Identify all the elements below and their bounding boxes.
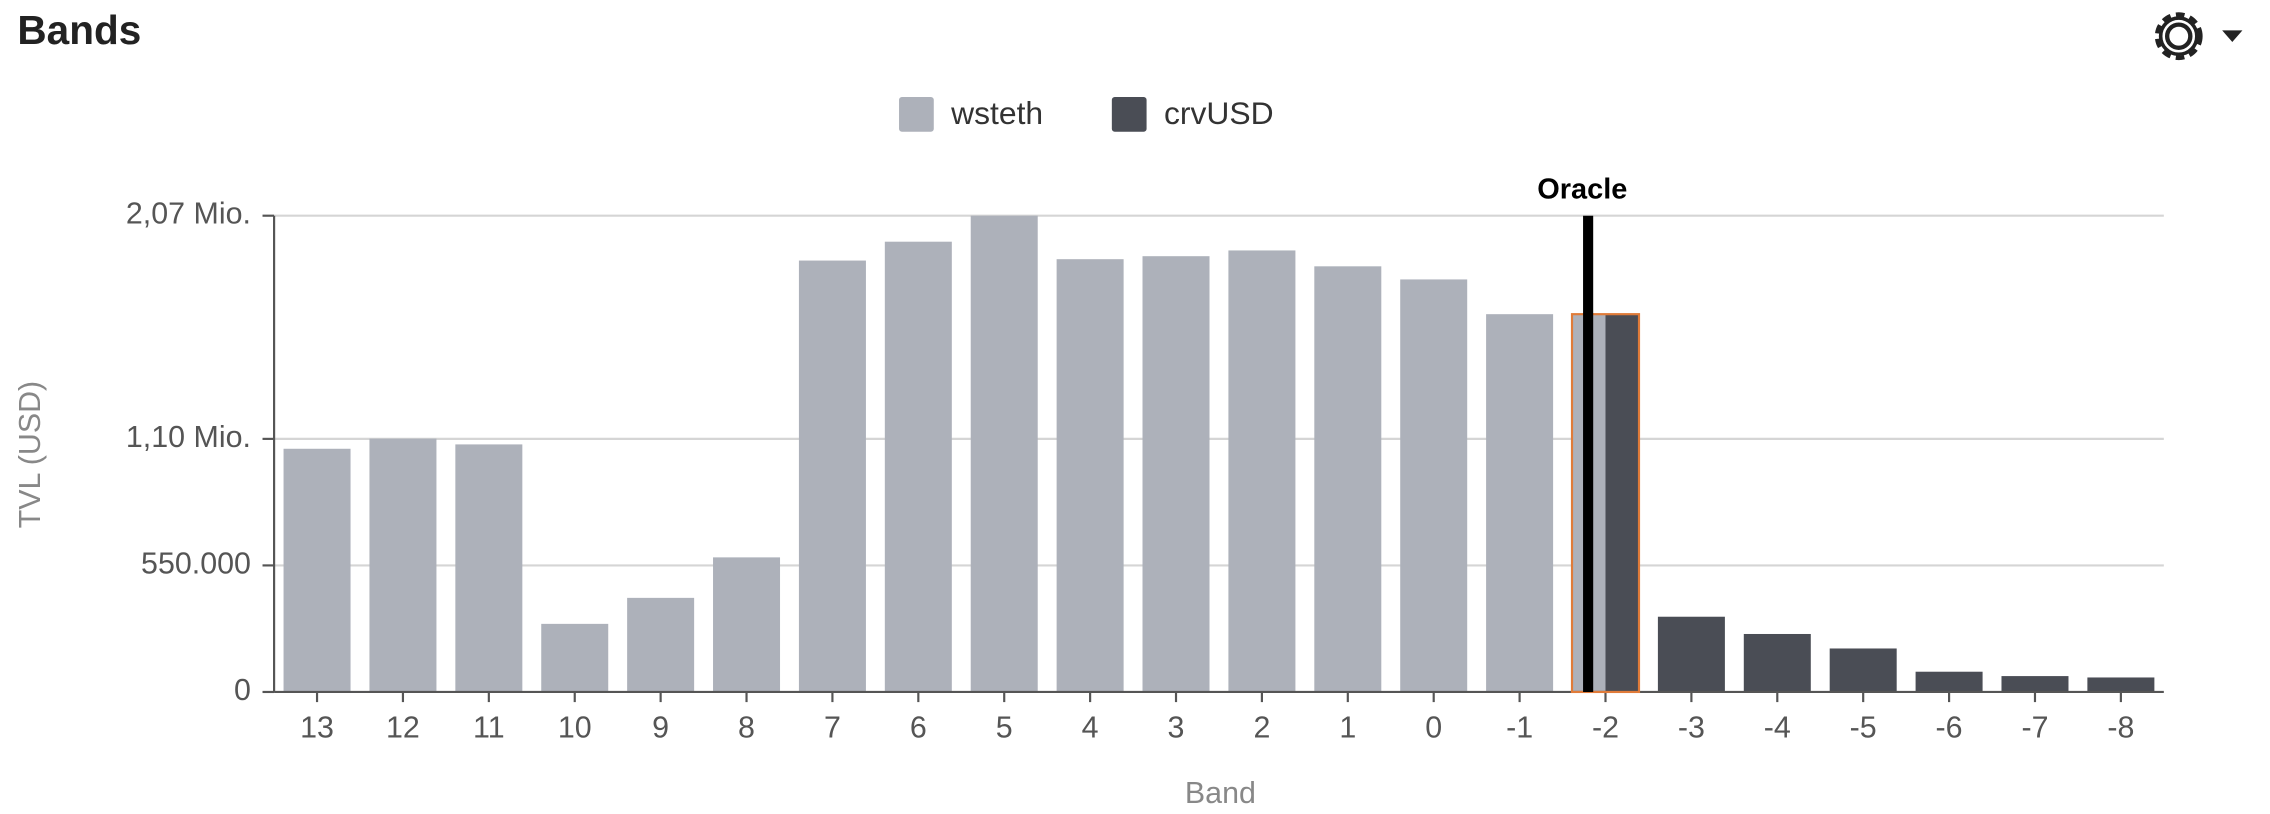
chart-title: Bands bbox=[17, 7, 141, 53]
x-tick-label: 4 bbox=[1082, 711, 1099, 745]
legend: wsteth crvUSD bbox=[899, 95, 1274, 132]
bar bbox=[1056, 259, 1124, 692]
gear-hole bbox=[2164, 22, 2193, 50]
x-tick-label: -1 bbox=[1506, 711, 1533, 745]
x-tick-label: -7 bbox=[2021, 711, 2048, 745]
bar bbox=[1605, 314, 1639, 692]
bar bbox=[1486, 314, 1554, 692]
bar bbox=[798, 260, 866, 692]
x-tick-label: -6 bbox=[1936, 711, 1963, 745]
legend-swatch bbox=[1111, 96, 1147, 132]
x-tick-label: 8 bbox=[738, 711, 755, 745]
bar bbox=[2001, 676, 2069, 692]
bar bbox=[283, 448, 351, 692]
bar bbox=[1400, 279, 1468, 692]
x-tick-label: 6 bbox=[910, 711, 927, 745]
x-tick-label: 3 bbox=[1168, 711, 1185, 745]
settings-button[interactable] bbox=[2154, 12, 2243, 61]
x-axis-label: Band bbox=[1185, 776, 1256, 810]
bar bbox=[1314, 266, 1382, 692]
bar bbox=[1142, 256, 1210, 692]
bar bbox=[970, 215, 1038, 692]
y-tick-label: 1,10 Mio. bbox=[126, 420, 251, 454]
x-tick-label: -8 bbox=[2107, 711, 2134, 745]
bar bbox=[1228, 250, 1296, 692]
y-tick-label: 2,07 Mio. bbox=[126, 197, 251, 231]
x-tick-label: -4 bbox=[1764, 711, 1791, 745]
x-tick-label: 9 bbox=[652, 711, 669, 745]
y-axis-label: TVL (USD) bbox=[13, 381, 47, 528]
x-tick-label: 11 bbox=[473, 711, 505, 745]
x-tick-label: 10 bbox=[558, 711, 592, 745]
x-tick-label: 12 bbox=[386, 711, 420, 745]
gear-teeth bbox=[2154, 12, 2203, 61]
bar bbox=[455, 444, 523, 692]
x-tick-label: 5 bbox=[996, 711, 1013, 745]
x-tick-label: 7 bbox=[824, 711, 841, 745]
bar bbox=[1743, 633, 1811, 692]
bar bbox=[713, 557, 781, 692]
x-tick-label: -5 bbox=[1850, 711, 1877, 745]
legend-swatch bbox=[899, 96, 934, 132]
x-tick-label: 2 bbox=[1253, 711, 1270, 745]
legend-label: crvUSD bbox=[1164, 95, 1274, 131]
x-tick-label: 1 bbox=[1339, 711, 1356, 745]
dropdown-arrow bbox=[2222, 30, 2243, 42]
x-tick-label: -2 bbox=[1592, 711, 1619, 745]
oracle-label: Oracle bbox=[1537, 174, 1627, 206]
gear-body bbox=[2158, 16, 2199, 57]
y-tick-label: 550.000 bbox=[141, 546, 251, 580]
y-tick-label: 0 bbox=[234, 673, 251, 707]
bar bbox=[369, 438, 437, 692]
legend-label: wsteth bbox=[950, 95, 1043, 131]
bar bbox=[1829, 648, 1897, 692]
oracle-band-highlight bbox=[1570, 313, 1641, 694]
bar bbox=[1915, 671, 1983, 692]
x-tick-label: -3 bbox=[1678, 711, 1705, 745]
bar bbox=[2087, 677, 2155, 692]
bar bbox=[627, 597, 695, 692]
bar bbox=[541, 623, 609, 692]
bar bbox=[884, 241, 952, 692]
x-tick-label: 13 bbox=[300, 711, 334, 745]
x-tick-label: 0 bbox=[1425, 711, 1442, 745]
bar bbox=[1657, 616, 1725, 692]
